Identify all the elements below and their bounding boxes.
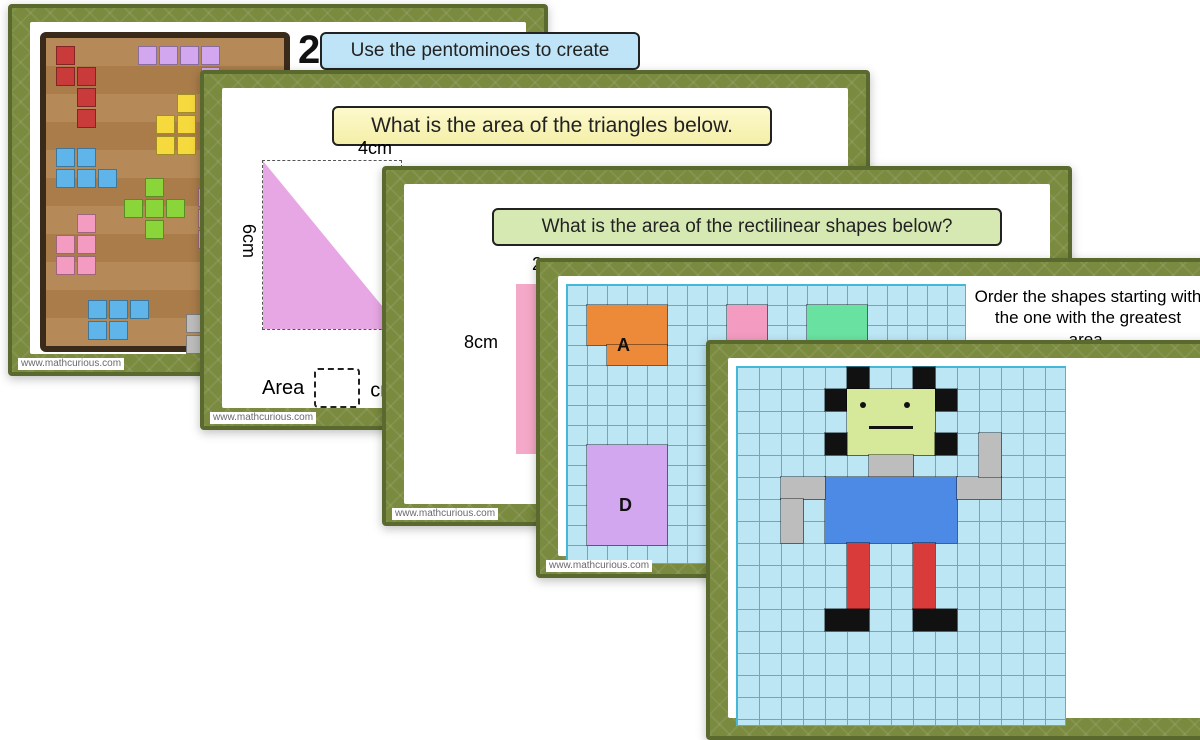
robot-part — [825, 477, 957, 543]
robot-grid — [736, 366, 1066, 726]
robot-part — [979, 433, 1001, 477]
slide-2-banner: What is the area of the triangles below. — [332, 106, 772, 146]
robot-part — [825, 389, 847, 411]
pentomino-piece[interactable] — [56, 148, 118, 189]
pentomino-piece[interactable] — [56, 46, 97, 129]
robot-part — [781, 477, 825, 499]
slide-1-banner: Use the pentominoes to create — [320, 32, 640, 70]
triangle-shape — [262, 160, 402, 330]
grid-shape — [607, 345, 667, 365]
pentomino-piece[interactable] — [156, 94, 197, 156]
robot-part — [825, 609, 869, 631]
triangle-height-label: 6cm — [238, 224, 259, 258]
robot-part — [847, 543, 869, 609]
grid-shape — [727, 305, 767, 345]
triangle-width-label: 4cm — [358, 138, 392, 159]
slide-5-inner: What is theof the rob The area of tis sq… — [728, 358, 1200, 718]
slide-3-banner: What is the area of the rectilinear shap… — [492, 208, 1002, 246]
robot-part — [825, 433, 847, 455]
puzzle-number: 2 — [298, 28, 320, 73]
robot-part — [957, 477, 1001, 499]
robot-part — [781, 499, 803, 543]
robot-part — [935, 389, 957, 411]
robot-part — [847, 367, 869, 389]
credit: www.mathcurious.com — [210, 412, 316, 424]
robot-part — [935, 433, 957, 455]
shape-label-A: A — [617, 335, 630, 356]
slide-robot: What is theof the rob The area of tis sq… — [706, 340, 1200, 740]
credit: www.mathcurious.com — [392, 508, 498, 520]
robot-part — [869, 455, 913, 477]
credit: www.mathcurious.com — [18, 358, 124, 370]
pentomino-piece[interactable] — [88, 300, 150, 341]
pentomino-piece[interactable] — [56, 214, 97, 276]
robot-mouth — [869, 426, 913, 429]
robot-part — [913, 543, 935, 609]
robot-part — [913, 367, 935, 389]
robot-part — [913, 609, 957, 631]
label-8cm: 8cm — [464, 332, 498, 353]
robot-part — [847, 389, 935, 455]
pentomino-piece[interactable] — [124, 178, 186, 240]
area-input-box[interactable] — [314, 368, 360, 408]
credit: www.mathcurious.com — [546, 560, 652, 572]
shape-label-D: D — [619, 495, 632, 516]
area-prefix: Area — [262, 377, 304, 400]
